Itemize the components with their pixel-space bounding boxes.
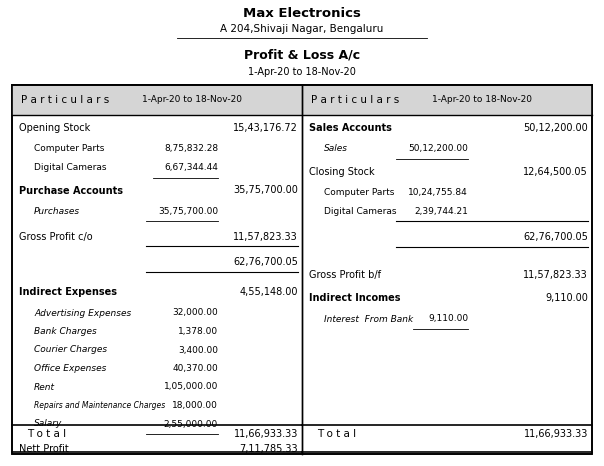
Text: 32,000.00: 32,000.00 [172,308,218,317]
Bar [12,85,592,454]
Text: Digital Cameras: Digital Cameras [34,163,106,172]
Text: Sales Accounts: Sales Accounts [309,123,392,133]
Text: 50,12,200.00: 50,12,200.00 [408,144,468,153]
Text: Indirect Incomes: Indirect Incomes [309,293,400,303]
Text: 1,378.00: 1,378.00 [178,327,218,336]
Text: Gross Profit b/f: Gross Profit b/f [309,270,381,281]
Text: 62,76,700.05: 62,76,700.05 [523,233,588,242]
Text: T o t a l: T o t a l [27,429,66,439]
Text: 11,57,823.33: 11,57,823.33 [523,270,588,281]
Text: 11,66,933.33: 11,66,933.33 [524,429,588,439]
Text: Bank Charges: Bank Charges [34,327,97,336]
Text: 4,55,148.00: 4,55,148.00 [240,287,298,297]
Text: 18,000.00: 18,000.00 [172,401,218,410]
Text: P a r t i c u l a r s: P a r t i c u l a r s [21,95,109,105]
Text: Advertising Expenses: Advertising Expenses [34,308,131,317]
Text: 12,64,500.05: 12,64,500.05 [523,167,588,177]
Text: Nett Profit: Nett Profit [19,444,69,454]
Bar [12,85,592,454]
Text: 35,75,700.00: 35,75,700.00 [233,185,298,196]
Text: Rent: Rent [34,383,55,391]
Text: 10,24,755.84: 10,24,755.84 [408,189,468,198]
Text: Purchase Accounts: Purchase Accounts [19,185,123,196]
Text: Sales: Sales [324,144,348,153]
Text: 62,76,700.05: 62,76,700.05 [233,257,298,267]
Text: 2,55,000.00: 2,55,000.00 [164,419,218,429]
Text: 9,110.00: 9,110.00 [428,315,468,323]
Text: Max Electronics: Max Electronics [243,7,361,20]
Text: 50,12,200.00: 50,12,200.00 [523,123,588,133]
Text: 1-Apr-20 to 18-Nov-20: 1-Apr-20 to 18-Nov-20 [142,96,242,104]
Text: Gross Profit c/o: Gross Profit c/o [19,233,92,242]
Bar [12,85,302,115]
Text: 7,11,785.33: 7,11,785.33 [239,444,298,454]
Text: 40,370.00: 40,370.00 [172,364,218,373]
Text: 3,400.00: 3,400.00 [178,345,218,355]
Text: 11,66,933.33: 11,66,933.33 [234,429,298,439]
Text: Office Expenses: Office Expenses [34,364,106,373]
Text: 1-Apr-20 to 18-Nov-20: 1-Apr-20 to 18-Nov-20 [248,67,356,77]
Text: Indirect Expenses: Indirect Expenses [19,287,117,297]
Text: Interest  From Bank: Interest From Bank [324,315,413,323]
Text: Closing Stock: Closing Stock [309,167,374,177]
Text: A 204,Shivaji Nagar, Bengaluru: A 204,Shivaji Nagar, Bengaluru [220,24,384,34]
Text: 35,75,700.00: 35,75,700.00 [158,207,218,216]
Text: Purchases: Purchases [34,207,80,216]
Text: 8,75,832.28: 8,75,832.28 [164,144,218,153]
Text: Opening Stock: Opening Stock [19,123,90,133]
Text: 15,43,176.72: 15,43,176.72 [233,123,298,133]
Text: 6,67,344.44: 6,67,344.44 [164,163,218,172]
Text: P a r t i c u l a r s: P a r t i c u l a r s [311,95,399,105]
Text: 2,39,744.21: 2,39,744.21 [414,207,468,216]
Text: T o t a l: T o t a l [317,429,356,439]
Text: Profit & Loss A/c: Profit & Loss A/c [244,48,360,61]
Text: Digital Cameras: Digital Cameras [324,207,396,216]
Text: 1-Apr-20 to 18-Nov-20: 1-Apr-20 to 18-Nov-20 [432,96,532,104]
Bar [302,85,592,115]
Text: Salary: Salary [34,419,62,429]
Text: Repairs and Maintenance Charges: Repairs and Maintenance Charges [34,401,165,410]
Text: Computer Parts: Computer Parts [34,144,104,153]
Text: 11,57,823.33: 11,57,823.33 [233,233,298,242]
Text: Computer Parts: Computer Parts [324,189,394,198]
Text: 9,110.00: 9,110.00 [545,293,588,303]
Text: 1,05,000.00: 1,05,000.00 [164,383,218,391]
Text: Courier Charges: Courier Charges [34,345,107,355]
